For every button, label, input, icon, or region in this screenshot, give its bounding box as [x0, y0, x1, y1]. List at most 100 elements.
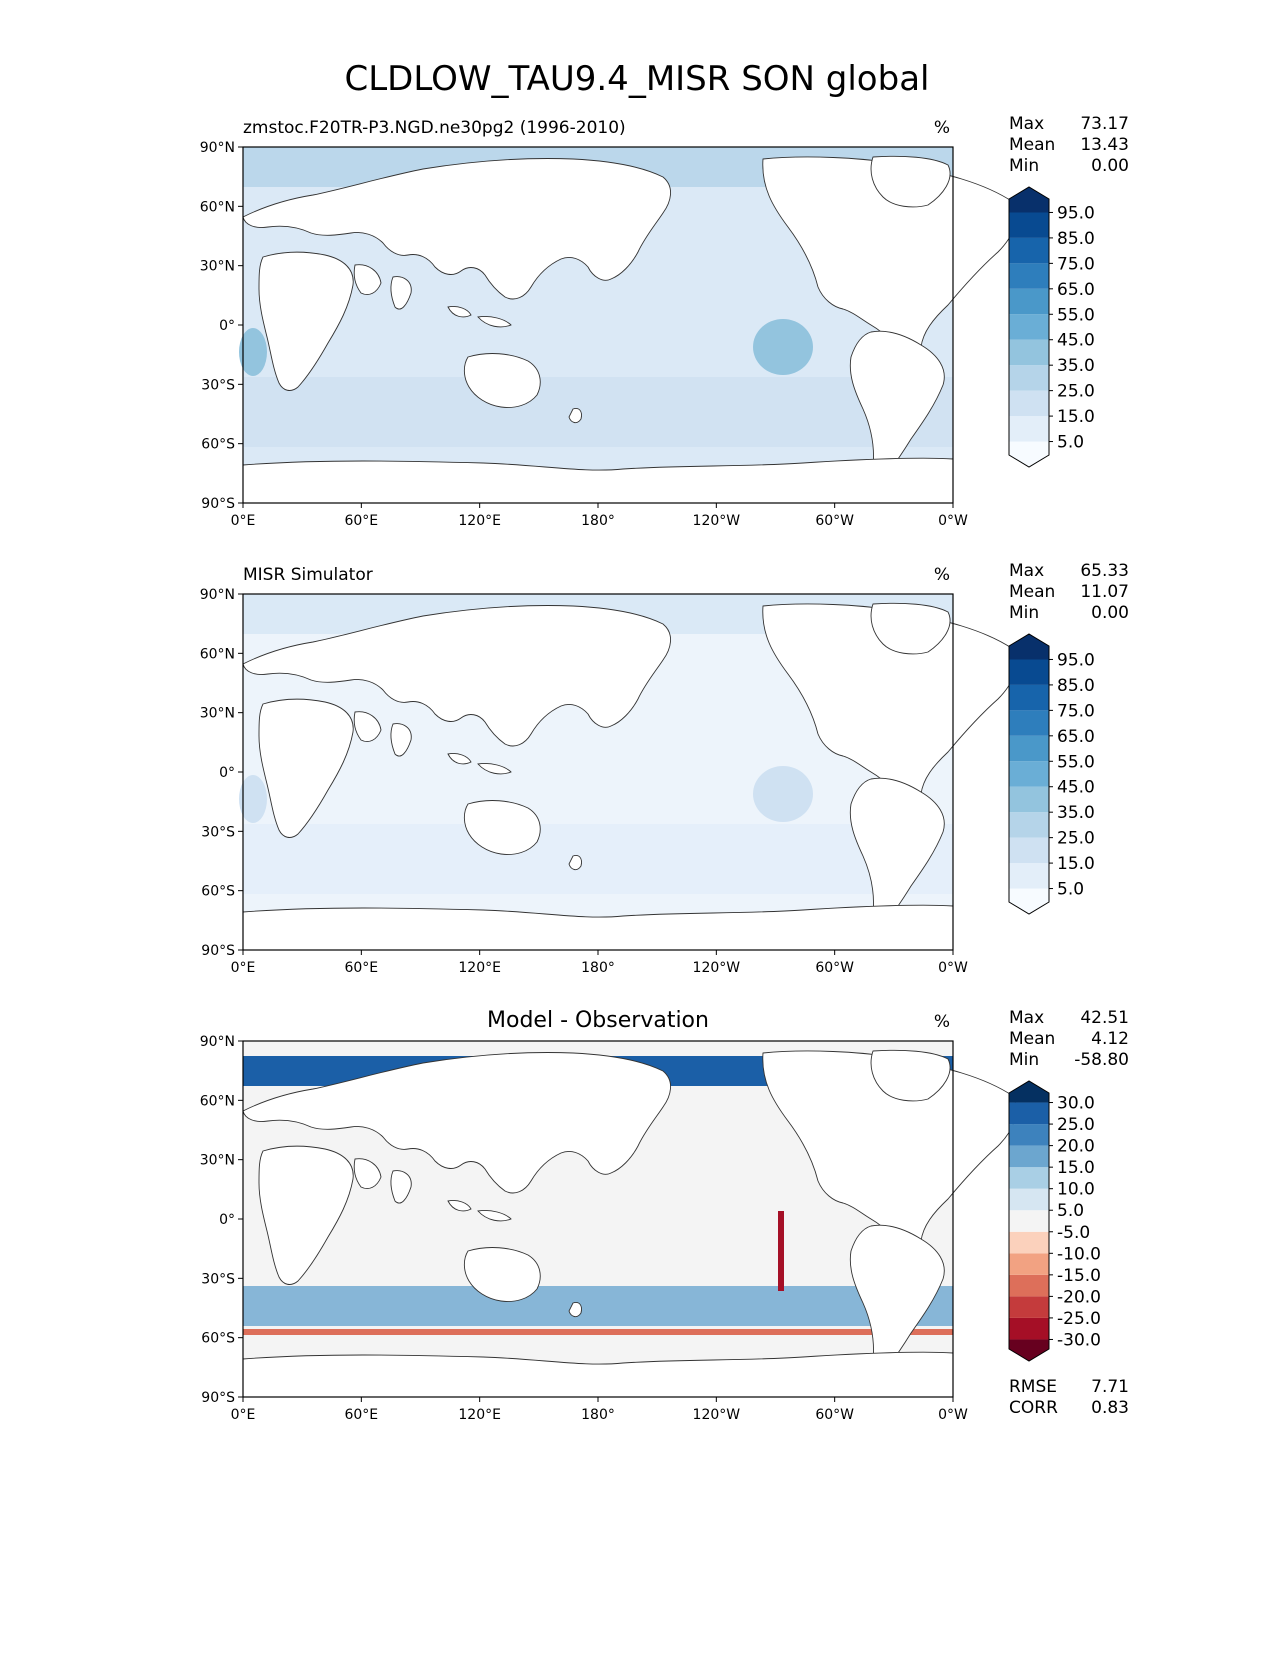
- colorbar-top-extension: [1009, 1081, 1049, 1103]
- lat-tick-label: 60°N: [200, 646, 235, 662]
- stat-value-mean: 13.43: [1080, 135, 1129, 155]
- panel-units-label: %: [934, 565, 950, 585]
- lat-tick-label: 60°S: [201, 437, 235, 453]
- stat-label-mean: Mean: [1009, 135, 1055, 155]
- stratocumulus-deck-peru: [753, 319, 813, 375]
- lat-tick-label: 90°S: [201, 943, 235, 959]
- stat-label-mean: Mean: [1009, 582, 1055, 602]
- stratocumulus-deck-peru: [753, 766, 813, 822]
- colorbar-tick-label: 55.0: [1057, 752, 1095, 772]
- panel-center-title: Model - Observation: [487, 1008, 709, 1033]
- lat-tick-label: 60°S: [201, 1331, 235, 1347]
- antarctic-negative-band: [243, 1329, 953, 1335]
- lon-tick-label: 60°E: [344, 960, 378, 976]
- lon-tick-label: 0°E: [231, 513, 256, 529]
- panels: zmstoc.F20TR-P3.NGD.ne30pg2 (1996-2010)%…: [200, 114, 1129, 1423]
- colorbar-segment: [1009, 1167, 1049, 1189]
- colorbar-segment: [1009, 837, 1049, 864]
- colorbar-segment: [1009, 735, 1049, 762]
- lon-tick-label: 180°: [581, 960, 615, 976]
- stratocumulus-deck-namibia: [239, 328, 267, 376]
- lon-tick-label: 120°W: [693, 960, 741, 976]
- colorbar-segment: [1009, 684, 1049, 711]
- lat-tick-label: 60°N: [200, 1093, 235, 1109]
- lat-tick-label: 90°S: [201, 1390, 235, 1406]
- lon-tick-label: 180°: [581, 513, 615, 529]
- lat-tick-label: 30°S: [201, 824, 235, 840]
- lat-tick-label: 0°: [219, 765, 235, 781]
- colorbar-tick-label: 35.0: [1057, 803, 1095, 823]
- lon-tick-label: 120°E: [458, 1407, 501, 1423]
- colorbar-bottom-extension: [1009, 888, 1049, 914]
- lat-tick-label: 90°N: [200, 1034, 235, 1050]
- stat-label-max: Max: [1009, 561, 1044, 581]
- lon-tick-label: 0°W: [938, 513, 968, 529]
- colorbar-tick-label: 15.0: [1057, 1158, 1095, 1178]
- colorbar-segment: [1009, 659, 1049, 685]
- lon-tick-label: 120°E: [458, 960, 501, 976]
- southern-ocean-positive-band: [243, 1286, 953, 1326]
- colorbar-tick-label: 20.0: [1057, 1137, 1095, 1157]
- stratocumulus-deck-namibia: [239, 775, 267, 823]
- metric-value-rmse: 7.71: [1091, 1377, 1129, 1397]
- stat-value-min: 0.00: [1091, 156, 1129, 176]
- stat-value-mean: 4.12: [1091, 1029, 1129, 1049]
- colorbar-tick-label: -15.0: [1057, 1266, 1101, 1286]
- colorbar-tick-label: 5.0: [1057, 880, 1084, 900]
- metric-label-corr: CORR: [1009, 1398, 1058, 1418]
- lat-tick-label: 30°S: [201, 1271, 235, 1287]
- stat-value-max: 42.51: [1080, 1008, 1129, 1028]
- panel-units-label: %: [934, 1012, 950, 1032]
- panel-reference: MISR Simulator % 90°N 60°N 30°N 0° 30°S 60°S 90°…: [200, 561, 1129, 976]
- lon-tick-label: 60°W: [815, 513, 854, 529]
- colorbar-top-extension: [1009, 634, 1049, 660]
- colorbar-tick-label: 5.0: [1057, 1201, 1084, 1221]
- colorbar-segment: [1009, 263, 1049, 289]
- stat-value-max: 65.33: [1080, 561, 1129, 581]
- colorbar-tick-label: 10.0: [1057, 1180, 1095, 1200]
- colorbar-segment: [1009, 1317, 1049, 1340]
- colorbar-segment: [1009, 1124, 1049, 1146]
- colorbar: 95.0 85.0 75.0 65.0 55.0 45.0 35.0 25.0 15.0 5.0: [1008, 633, 1095, 915]
- colorbar-outline: [1008, 1080, 1050, 1362]
- colorbar-outline: [1008, 186, 1050, 468]
- andes-negative-strip: [778, 1211, 784, 1291]
- stat-label-min: Min: [1009, 1050, 1039, 1070]
- colorbar-segment: [1009, 314, 1049, 340]
- figure-title: CLDLOW_TAU9.4_MISR SON global: [345, 59, 930, 99]
- colorbar-segment: [1009, 212, 1049, 238]
- stat-label-mean: Mean: [1009, 1029, 1055, 1049]
- colorbar-tick-label: 35.0: [1057, 356, 1095, 376]
- colorbar: 30.025.020.015.010.05.0-5.0-10.0-15.0-20…: [1008, 1080, 1101, 1362]
- colorbar-segment: [1009, 1274, 1049, 1297]
- colorbar-tick-label: 65.0: [1057, 280, 1095, 300]
- lat-tick-label: 60°S: [201, 884, 235, 900]
- colorbar-tick-label: 5.0: [1057, 433, 1084, 453]
- lon-tick-label: 60°E: [344, 1407, 378, 1423]
- lon-tick-label: 0°W: [938, 1407, 968, 1423]
- lat-tick-label: 0°: [219, 1212, 235, 1228]
- lon-tick-label: 0°E: [231, 1407, 256, 1423]
- colorbar-segment: [1009, 1102, 1049, 1125]
- colorbar-segment: [1009, 1210, 1049, 1232]
- panel-left-title: zmstoc.F20TR-P3.NGD.ne30pg2 (1996-2010): [243, 118, 626, 138]
- colorbar-tick-label: -20.0: [1057, 1287, 1101, 1307]
- colorbar-segment: [1009, 365, 1049, 391]
- lat-tick-label: 30°S: [201, 377, 235, 393]
- lon-tick-label: 0°W: [938, 960, 968, 976]
- colorbar: 95.0 85.0 75.0 65.0 55.0 45.0 35.0 25.0 15.0 5.0: [1008, 186, 1095, 468]
- lon-tick-label: 60°W: [815, 1407, 854, 1423]
- colorbar-tick-label: 25.0: [1057, 829, 1095, 849]
- lon-tick-label: 0°E: [231, 960, 256, 976]
- colorbar-tick-label: 85.0: [1057, 676, 1095, 696]
- stat-label-min: Min: [1009, 603, 1039, 623]
- southern-ocean-band: [243, 824, 953, 894]
- colorbar-tick-label: 75.0: [1057, 254, 1095, 274]
- colorbar-segment: [1009, 1231, 1049, 1254]
- colorbar-tick-label: 15.0: [1057, 854, 1095, 874]
- colorbar-bottom-extension: [1009, 1339, 1049, 1361]
- stat-label-max: Max: [1009, 1008, 1044, 1028]
- colorbar-tick-label: 95.0: [1057, 650, 1095, 670]
- colorbar-segment: [1009, 863, 1049, 889]
